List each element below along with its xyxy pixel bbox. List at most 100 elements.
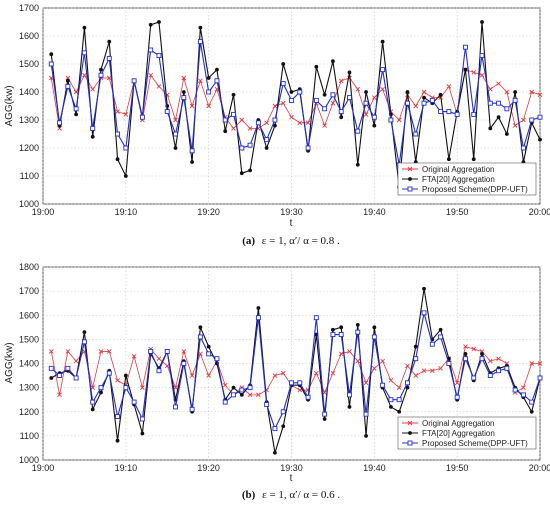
data-point-proposed: [363, 100, 369, 106]
data-point-original: [372, 366, 377, 371]
data-point-proposed: [305, 394, 311, 400]
data-point-fta: [223, 129, 228, 134]
legend-label: Proposed Scheme(DPP-UFT): [422, 185, 528, 194]
data-point-proposed: [388, 117, 394, 123]
data-point-proposed: [297, 380, 303, 386]
chart-a-caption: (a) ε = 1, α′/ α = 0.8 .: [242, 235, 340, 247]
data-point-original: [181, 75, 187, 81]
data-point-proposed: [537, 114, 543, 120]
data-point-fta: [140, 431, 145, 436]
data-point-proposed: [239, 145, 245, 151]
data-point-proposed: [231, 111, 236, 117]
chart-b-ylabel: AGG(kw): [4, 342, 15, 383]
data-point-original: [98, 349, 104, 354]
legend-marker: [408, 431, 412, 435]
data-point-proposed: [280, 409, 286, 415]
data-point-fta: [115, 438, 120, 443]
data-point-original: [239, 117, 245, 123]
data-point-proposed: [197, 39, 203, 45]
x-tick-label: 19:40: [363, 463, 386, 473]
data-point-original: [496, 81, 501, 86]
data-point-fta: [273, 450, 277, 455]
data-point-proposed: [81, 339, 87, 345]
data-point-proposed: [73, 106, 79, 112]
chart-b-x-ticks: 19:00 19:10 19:20 19:30 19:40 19:50 20:00: [32, 463, 550, 473]
data-point-proposed: [413, 131, 419, 137]
data-point-proposed: [496, 368, 502, 374]
data-point-proposed: [173, 404, 178, 410]
data-point-fta: [372, 325, 377, 330]
x-tick-label: 19:50: [446, 463, 469, 473]
data-point-original: [380, 86, 385, 92]
data-point-fta: [248, 168, 252, 173]
data-point-fta: [82, 25, 87, 30]
data-point-proposed: [446, 361, 452, 366]
data-point-proposed: [479, 53, 485, 59]
x-tick-label: 19:10: [115, 207, 138, 217]
data-point-original: [247, 392, 253, 398]
data-point-proposed: [264, 402, 270, 407]
data-point-proposed: [272, 117, 278, 123]
y-tick-label: 1500: [19, 334, 39, 344]
data-point-original: [521, 385, 526, 390]
data-point-original: [123, 112, 129, 117]
data-point-fta: [123, 174, 128, 178]
data-point-fta: [413, 344, 418, 349]
chart-b-caption: (b) ε = 1, α′/ α = 0.6 .: [242, 489, 340, 501]
data-point-proposed: [181, 361, 187, 366]
data-point-proposed: [338, 109, 344, 115]
data-point-proposed: [388, 397, 394, 403]
data-point-fta: [157, 20, 161, 24]
y-tick-label: 1600: [19, 31, 39, 41]
data-point-fta: [513, 90, 518, 94]
y-tick-label: 1800: [19, 262, 39, 272]
data-point-proposed: [214, 78, 220, 84]
data-point-fta: [256, 306, 261, 310]
x-tick-label: 19:00: [32, 207, 55, 217]
data-point-original: [156, 84, 162, 89]
data-point-fta: [148, 22, 153, 27]
data-point-proposed: [289, 380, 294, 386]
data-point-proposed: [206, 89, 212, 95]
data-point-proposed: [156, 368, 162, 374]
data-point-fta: [90, 407, 95, 412]
data-point-proposed: [156, 53, 162, 59]
data-point-proposed: [405, 380, 410, 386]
data-point-fta: [206, 76, 211, 80]
chart-b: 1000 1100 1200 1300 1400 1500 1600 1700 1800 19:…: [4, 262, 550, 501]
legend-marker: [407, 420, 413, 426]
data-point-fta: [215, 67, 219, 72]
data-point-original: [521, 117, 526, 123]
data-point-fta: [231, 385, 236, 390]
legend-marker: [407, 440, 413, 446]
data-point-original: [355, 86, 361, 92]
data-point-fta: [480, 351, 484, 356]
data-point-original: [347, 349, 352, 354]
data-point-proposed: [463, 44, 468, 50]
data-point-fta: [322, 92, 327, 97]
data-point-proposed: [487, 373, 493, 379]
data-point-proposed: [313, 97, 319, 103]
data-point-fta: [347, 405, 352, 409]
data-point-proposed: [57, 373, 63, 379]
x-tick-label: 20:00: [529, 463, 550, 473]
data-point-proposed: [189, 148, 195, 154]
x-tick-label: 19:30: [280, 207, 303, 217]
data-point-fta: [504, 132, 509, 136]
data-point-original: [529, 361, 535, 366]
legend-label: FTA[20] Aggregation: [422, 175, 495, 184]
data-point-proposed: [255, 315, 261, 321]
y-tick-label: 1100: [20, 431, 39, 441]
data-point-original: [396, 385, 402, 390]
data-point-proposed: [148, 348, 154, 354]
data-point-proposed: [222, 399, 228, 405]
y-tick-label: 1400: [19, 359, 39, 369]
data-point-proposed: [222, 117, 228, 123]
data-point-original: [421, 89, 427, 95]
data-point-proposed: [139, 114, 145, 120]
data-point-original: [363, 380, 369, 386]
data-point-fta: [438, 327, 443, 332]
data-point-fta: [173, 146, 178, 150]
